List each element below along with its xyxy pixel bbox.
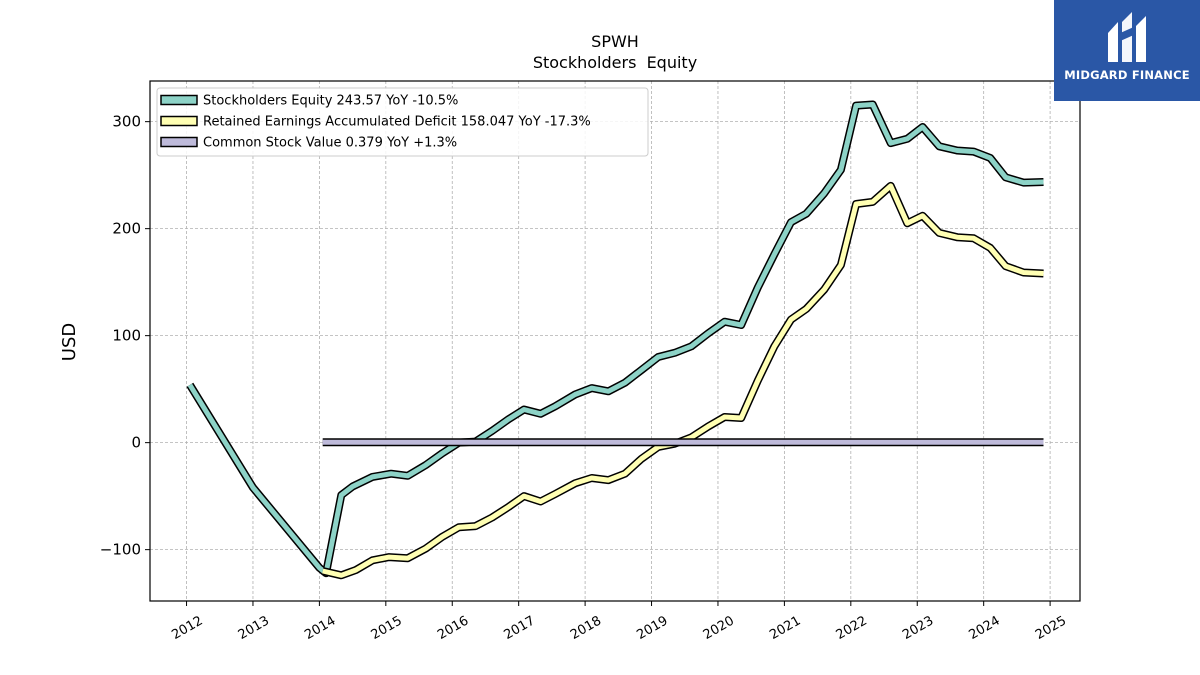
x-tick-label: 2016 (435, 613, 471, 643)
x-tick-label: 2019 (634, 613, 670, 643)
chart-legend: Stockholders Equity 243.57 YoY -10.5% Ret… (156, 87, 649, 157)
x-tick-label: 2025 (1033, 613, 1069, 643)
y-tick-label: 200 (112, 220, 141, 238)
y-axis-label: USD (59, 323, 80, 361)
series-retained-earnings-accumulated-deficit (321, 181, 1044, 580)
series-outline (186, 100, 1044, 578)
series-line (322, 183, 1044, 578)
midgard-logo-icon (1108, 12, 1146, 62)
x-tick-label: 2023 (900, 613, 936, 643)
x-tick-label: 2015 (369, 613, 405, 643)
chart-title: SPWH (591, 32, 639, 51)
series-line (187, 102, 1044, 576)
legend-swatch (160, 136, 198, 148)
series-stockholders-equity (186, 100, 1044, 578)
legend-swatch (160, 115, 198, 127)
x-tick-label: 2012 (169, 613, 205, 643)
brand-name: MIDGARD FINANCE (1064, 68, 1190, 82)
x-tick-label: 2020 (701, 613, 737, 643)
y-tick-label: 100 (112, 327, 141, 345)
x-tick-label: 2021 (767, 613, 803, 643)
y-tick-label: 0 (131, 434, 141, 452)
legend-entry-label: Stockholders Equity 243.57 YoY -10.5% (203, 94, 458, 109)
chart-subtitle: Stockholders Equity (533, 53, 697, 72)
x-tick-label: 2017 (502, 613, 538, 643)
legend-frame (156, 87, 649, 157)
x-tick-label: 2018 (568, 613, 604, 643)
y-tick-label: 300 (112, 113, 141, 131)
legend-entry-label: Retained Earnings Accumulated Deficit 15… (203, 115, 591, 130)
x-tick-label: 2022 (834, 613, 870, 643)
legend-entry-label: Common Stock Value 0.379 YoY +1.3% (203, 136, 457, 151)
midgard-finance-logo: MIDGARD FINANCE (1054, 0, 1200, 101)
legend-swatch (160, 94, 198, 106)
y-tick-label: −100 (100, 541, 141, 559)
x-tick-label: 2024 (967, 613, 1003, 643)
series-outline (321, 181, 1044, 580)
x-tick-label: 2014 (302, 613, 338, 643)
plot-area-frame (149, 80, 1081, 602)
x-tick-label: 2013 (236, 613, 272, 643)
